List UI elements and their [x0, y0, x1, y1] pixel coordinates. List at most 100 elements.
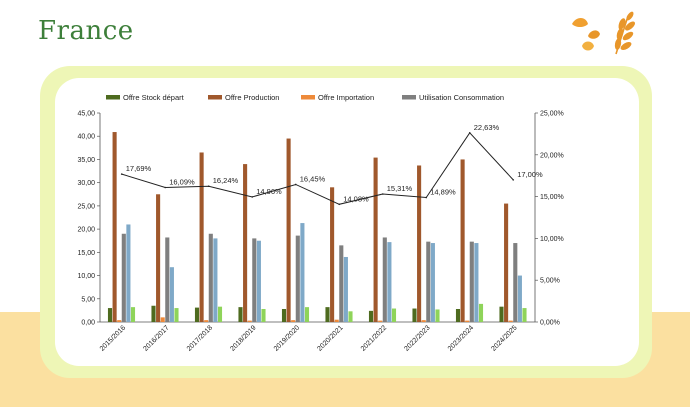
line-point: [164, 186, 167, 189]
bar: [204, 320, 209, 322]
bar: [325, 307, 330, 322]
bar: [238, 307, 243, 322]
x-tick-label: 2023/2024: [447, 324, 475, 352]
bar: [478, 303, 484, 322]
line-point: [381, 193, 384, 195]
bar: [169, 267, 174, 322]
bar: [126, 224, 131, 322]
y-left-tick-label: 35,00: [77, 157, 95, 164]
y-left-tick-label: 20,00: [77, 227, 95, 234]
bar: [208, 233, 213, 322]
bar: [199, 152, 204, 322]
y-right-tick-label: 15,00%: [540, 194, 564, 201]
bar: [426, 241, 431, 322]
bar: [391, 308, 397, 322]
bar: [469, 241, 474, 322]
bar: [165, 237, 170, 322]
bar: [256, 240, 261, 322]
bar: [213, 238, 218, 322]
bar: [513, 243, 518, 322]
x-tick-label: 2016/2017: [142, 324, 170, 352]
bar: [156, 194, 161, 322]
bar: [174, 308, 179, 322]
y-left-tick-label: 40,00: [77, 134, 95, 141]
y-left-tick-label: 10,00: [77, 273, 95, 280]
bar: [334, 319, 339, 322]
bar: [286, 138, 291, 322]
line-series: [121, 132, 514, 205]
legend-label: Utilisation Consommation: [419, 93, 504, 102]
y-right-tick-label: 20,00%: [540, 152, 564, 159]
bar: [112, 132, 117, 322]
bar: [304, 307, 310, 322]
line-point: [425, 196, 428, 199]
y-left-tick-label: 15,00: [77, 250, 95, 257]
bar: [151, 305, 156, 322]
line-point: [338, 203, 341, 206]
y-right-tick-label: 0,00%: [540, 320, 560, 327]
line-data-label: 17,00%: [517, 170, 543, 179]
bar: [387, 242, 392, 322]
x-tick-label: 2021/2022: [360, 324, 388, 352]
line-data-label: 22,63%: [474, 123, 500, 132]
bar: [107, 308, 113, 322]
bar: [499, 306, 504, 322]
bar: [243, 164, 248, 322]
bar: [281, 308, 287, 322]
page-title: France: [38, 16, 134, 46]
line-point: [251, 196, 254, 198]
bar: [421, 320, 426, 322]
line-point: [468, 132, 471, 134]
bar: [465, 320, 470, 322]
line-point: [207, 185, 210, 188]
line-data-label: 14,89%: [430, 188, 456, 197]
x-tick-label: 2017/2018: [186, 324, 214, 352]
leaf-icon: [572, 18, 600, 51]
bar: [474, 243, 479, 322]
legend-swatch: [106, 95, 120, 100]
line-point: [512, 179, 515, 181]
bar: [455, 308, 461, 322]
x-tick-label: 2018/2019: [229, 324, 257, 352]
bar: [261, 308, 266, 322]
line-point: [120, 173, 123, 175]
bar: [430, 243, 435, 322]
legend-swatch: [301, 95, 315, 100]
line-data-label: 16,45%: [300, 174, 326, 183]
line-point: [294, 183, 297, 186]
y-right-tick-label: 5,00%: [540, 278, 560, 285]
line-data-label: 16,09%: [169, 177, 195, 186]
decor-icons: [572, 11, 635, 55]
bar: [368, 310, 374, 322]
bar: [517, 275, 522, 322]
line-data-label: 15,31%: [387, 184, 413, 193]
x-tick-label: 2024/2025: [490, 324, 518, 352]
y-left-tick-label: 25,00: [77, 203, 95, 210]
bar: [217, 306, 223, 322]
x-tick-label: 2022/2023: [403, 324, 431, 352]
y-left-tick-label: 5,00: [81, 296, 95, 303]
bar: [382, 237, 387, 322]
bar: [194, 307, 200, 322]
bar: [508, 320, 513, 322]
bar: [295, 235, 300, 322]
bar: [117, 320, 122, 322]
bar: [378, 320, 383, 322]
x-tick-label: 2015/2016: [99, 324, 127, 352]
legend-label: Offre Production: [225, 93, 279, 102]
x-tick-label: 2019/2020: [273, 324, 301, 352]
bar: [343, 256, 348, 322]
bar: [330, 187, 335, 322]
bar: [412, 308, 417, 322]
bar: [339, 245, 344, 322]
bar: [348, 311, 353, 322]
bar: [121, 233, 126, 322]
x-tick-label: 2020/2021: [316, 324, 344, 352]
bar: [130, 307, 136, 322]
bar: [504, 203, 509, 322]
y-left-tick-label: 30,00: [77, 180, 95, 187]
y-left-tick-label: 0,00: [81, 320, 95, 327]
bar: [300, 223, 305, 322]
wheat-icon: [614, 11, 635, 55]
